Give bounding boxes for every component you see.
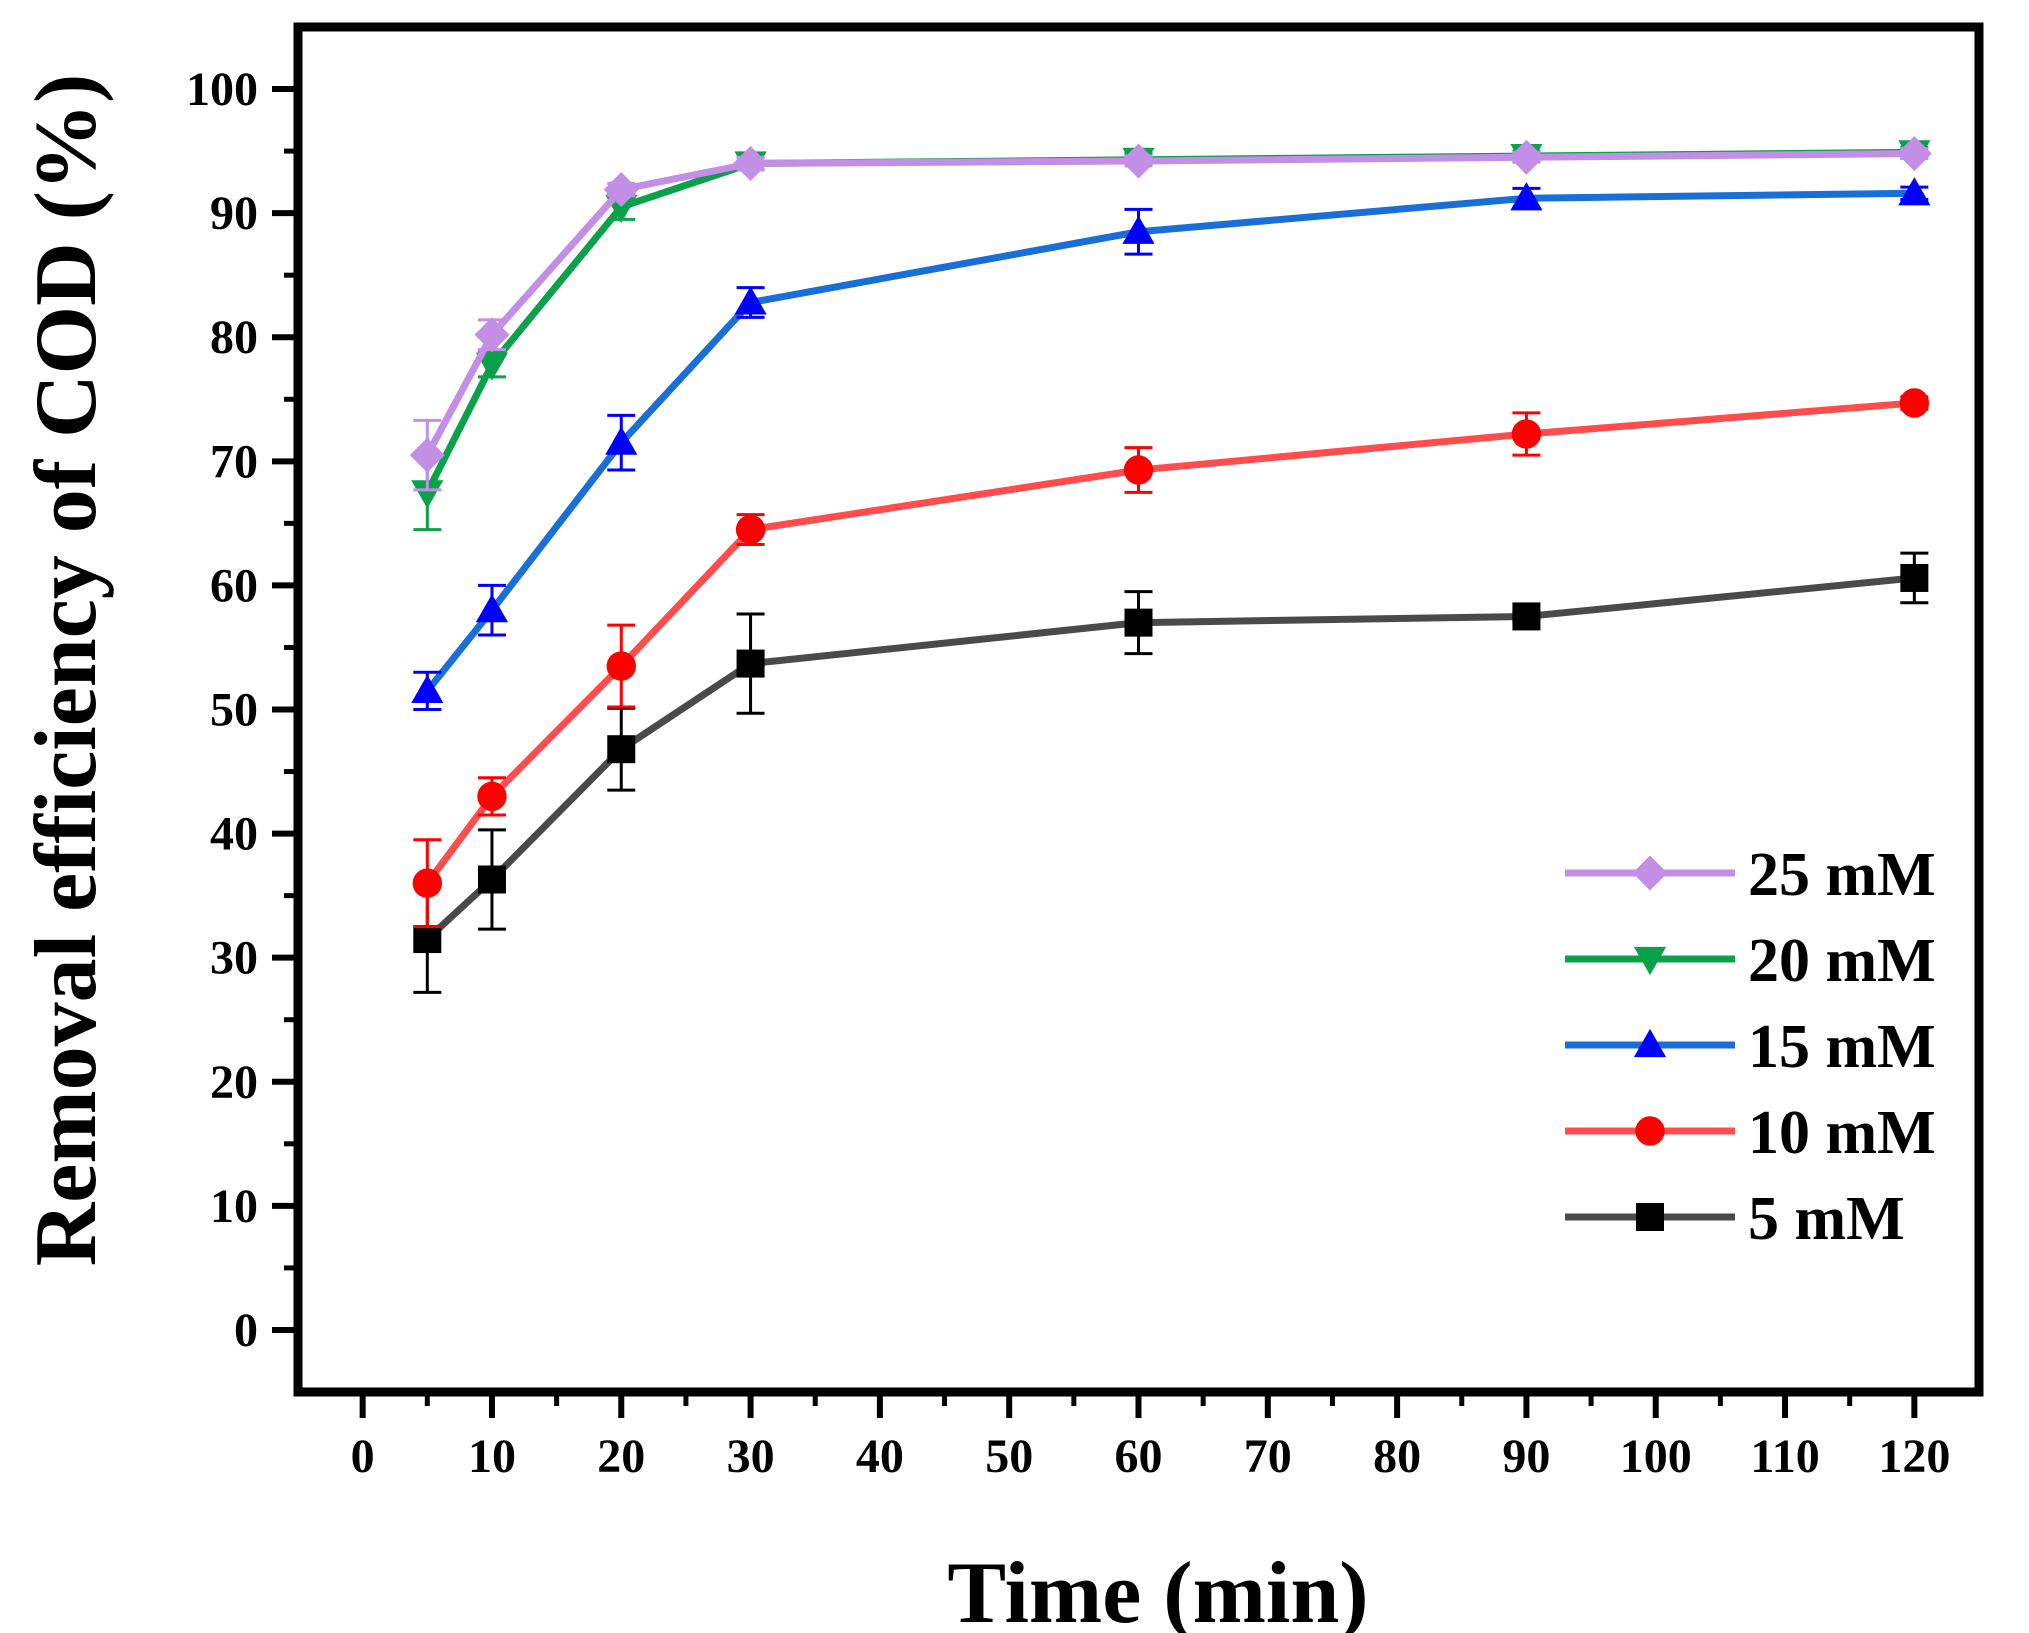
series-group xyxy=(409,136,1932,994)
legend-entry: 20 mM xyxy=(1565,927,1936,995)
y-tick-label: 80 xyxy=(210,311,258,364)
y-tick-label: 60 xyxy=(210,559,258,612)
legend-marker xyxy=(1633,1028,1667,1058)
legend-label: 25 mM xyxy=(1748,841,1936,909)
legend-marker xyxy=(1633,946,1667,976)
y-tick-label: 10 xyxy=(210,1180,258,1233)
legend-entry: 5 mM xyxy=(1565,1185,1905,1253)
x-tick-label: 100 xyxy=(1620,1430,1692,1483)
y-tick-label: 70 xyxy=(210,435,258,488)
data-point xyxy=(1122,215,1155,244)
data-point xyxy=(1511,419,1542,449)
data-point xyxy=(411,480,444,509)
data-point xyxy=(409,437,445,473)
legend-label: 5 mM xyxy=(1748,1185,1905,1253)
x-tick-label: 110 xyxy=(1750,1430,1819,1483)
x-tick-label: 30 xyxy=(727,1430,775,1483)
legend-entry: 15 mM xyxy=(1565,1013,1936,1081)
data-point xyxy=(477,781,507,812)
data-point xyxy=(736,649,765,678)
data-point xyxy=(1512,602,1541,631)
data-point xyxy=(412,868,443,898)
legend-label: 20 mM xyxy=(1748,927,1936,995)
y-tick-label: 30 xyxy=(210,932,258,985)
x-tick-label: 80 xyxy=(1373,1430,1421,1483)
data-point xyxy=(1508,139,1544,175)
series-line xyxy=(424,148,1915,494)
data-point xyxy=(735,514,766,545)
x-tick-label: 40 xyxy=(856,1430,904,1483)
data-point xyxy=(1121,143,1156,179)
data-point xyxy=(1510,182,1543,211)
series-5-mM xyxy=(413,551,1929,994)
y-tick-label: 40 xyxy=(210,808,258,861)
data-point xyxy=(474,317,510,353)
x-tick-label: 10 xyxy=(468,1430,516,1483)
data-point xyxy=(607,735,636,764)
legend-marker xyxy=(1635,1116,1665,1146)
data-point xyxy=(1124,608,1153,637)
x-tick-label: 60 xyxy=(1115,1430,1163,1483)
x-tick-label: 70 xyxy=(1244,1430,1292,1483)
legend-label: 10 mM xyxy=(1748,1099,1936,1167)
data-point xyxy=(411,674,444,703)
x-axis-title: Time (min) xyxy=(947,1545,1368,1633)
x-tick-label: 50 xyxy=(985,1430,1033,1483)
legend-entry: 10 mM xyxy=(1565,1099,1936,1167)
x-tick-label: 120 xyxy=(1878,1430,1950,1483)
legend-entry: 25 mM xyxy=(1565,841,1936,909)
data-point xyxy=(1900,563,1929,592)
data-point xyxy=(1123,455,1154,485)
data-point xyxy=(475,352,509,381)
data-point xyxy=(733,146,769,181)
data-point xyxy=(606,651,636,681)
x-tick-label: 90 xyxy=(1502,1430,1550,1483)
y-tick-label: 100 xyxy=(186,63,258,116)
data-point xyxy=(1898,177,1931,206)
legend-label: 15 mM xyxy=(1748,1013,1936,1081)
series-15-mM xyxy=(411,177,1931,711)
axes: 0 10 20 30 40 50 60 70 80 90 100 110 120 0 10 20 30 40 50 6… xyxy=(186,22,1984,1483)
legend-marker xyxy=(1636,1203,1664,1231)
series-line xyxy=(424,189,1915,694)
legend: 25 mM 20 mM 15 mM 10 mM 5 mM xyxy=(1565,841,1936,1253)
data-point xyxy=(734,286,767,315)
series-10-mM xyxy=(412,388,1930,929)
y-tick-label: 90 xyxy=(210,187,258,240)
data-point xyxy=(413,925,442,954)
data-point xyxy=(1896,136,1932,172)
data-point xyxy=(475,594,509,623)
y-axis-title: Removal efficiency of COD (%) xyxy=(18,74,115,1267)
x-tick-label: 0 xyxy=(351,1430,375,1483)
data-point xyxy=(605,426,638,455)
y-tick-label: 20 xyxy=(210,1056,258,1109)
x-tick-label: 20 xyxy=(597,1430,645,1483)
data-point xyxy=(603,172,639,208)
data-point xyxy=(1899,388,1930,418)
legend-marker xyxy=(1632,855,1668,891)
series-25-mM xyxy=(409,136,1932,492)
series-line xyxy=(424,399,1915,886)
y-tick-label: 50 xyxy=(210,684,258,737)
data-point xyxy=(477,865,506,894)
y-tick-label: 0 xyxy=(234,1304,258,1357)
